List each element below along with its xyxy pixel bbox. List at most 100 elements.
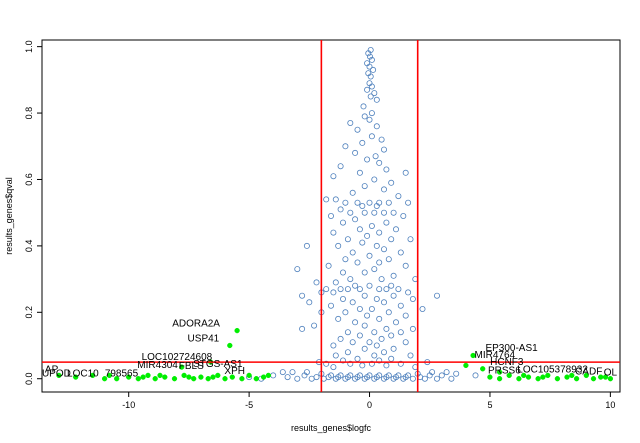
data-point bbox=[380, 209, 387, 216]
data-point bbox=[366, 339, 373, 346]
data-point bbox=[339, 357, 346, 364]
data-point bbox=[284, 374, 291, 381]
significant-point bbox=[101, 376, 108, 382]
data-point bbox=[330, 173, 337, 180]
data-point bbox=[365, 50, 372, 57]
data-point bbox=[388, 179, 395, 186]
significant-point bbox=[535, 376, 541, 382]
significant-point bbox=[506, 372, 512, 379]
data-point bbox=[370, 66, 377, 73]
significant-point bbox=[145, 372, 151, 379]
data-point bbox=[344, 329, 351, 336]
data-point bbox=[368, 110, 375, 117]
significant-point bbox=[135, 376, 141, 382]
data-point bbox=[367, 73, 374, 80]
data-point bbox=[313, 374, 320, 381]
data-point bbox=[438, 372, 445, 379]
data-point bbox=[354, 374, 361, 381]
x-tick-label: 5 bbox=[487, 400, 492, 410]
data-point bbox=[366, 53, 373, 60]
data-point bbox=[347, 276, 354, 283]
significant-point bbox=[215, 372, 221, 379]
data-point bbox=[313, 279, 320, 286]
data-point bbox=[299, 292, 306, 299]
y-tick-label: 0.6 bbox=[24, 173, 34, 186]
y-axis: 0.0 0.2 0.4 0.6 0.8 1.0 bbox=[24, 40, 42, 385]
points-layer bbox=[56, 47, 614, 382]
data-point bbox=[294, 375, 301, 382]
data-point bbox=[368, 222, 375, 229]
data-point bbox=[419, 305, 426, 312]
data-point bbox=[356, 286, 363, 293]
x-tick-label: -10 bbox=[122, 400, 135, 410]
significant-point bbox=[56, 372, 62, 379]
data-point bbox=[368, 133, 375, 140]
data-point bbox=[337, 335, 344, 342]
data-point bbox=[388, 236, 395, 243]
significant-point bbox=[191, 376, 197, 382]
data-point bbox=[368, 83, 375, 90]
significant-point bbox=[590, 376, 597, 382]
data-point bbox=[376, 229, 383, 236]
data-point bbox=[347, 209, 354, 216]
data-point bbox=[361, 322, 368, 329]
data-point bbox=[402, 262, 409, 269]
data-point bbox=[361, 269, 368, 276]
data-point bbox=[361, 209, 368, 216]
data-point bbox=[301, 372, 308, 379]
significant-point bbox=[205, 376, 211, 382]
significant-point bbox=[162, 374, 168, 380]
data-point bbox=[332, 196, 339, 203]
significant-point bbox=[222, 376, 228, 382]
data-point bbox=[385, 309, 392, 316]
significant-point bbox=[227, 342, 233, 349]
gene-label: HCNF3 bbox=[490, 357, 524, 368]
data-point bbox=[339, 295, 346, 302]
data-point bbox=[330, 229, 337, 236]
gene-label: XPH bbox=[224, 366, 245, 377]
gene-label: EP300-AS1 bbox=[485, 343, 538, 354]
x-tick-label: -5 bbox=[245, 400, 253, 410]
data-point bbox=[380, 146, 387, 153]
significant-point bbox=[480, 366, 486, 372]
significant-point bbox=[569, 372, 575, 379]
data-point bbox=[380, 349, 387, 356]
data-point bbox=[371, 329, 378, 336]
data-point bbox=[407, 236, 414, 243]
data-point bbox=[356, 226, 363, 233]
significant-point bbox=[470, 352, 476, 359]
data-point bbox=[347, 360, 354, 367]
significant-point bbox=[198, 374, 204, 380]
data-point bbox=[311, 322, 318, 329]
data-point bbox=[344, 236, 351, 243]
y-axis-label: results_genes$qval bbox=[4, 177, 14, 255]
gene-label: MIR4764 bbox=[475, 350, 516, 361]
data-point bbox=[376, 286, 383, 293]
data-point bbox=[361, 183, 368, 190]
data-point bbox=[368, 360, 375, 367]
data-point bbox=[354, 259, 361, 266]
data-point bbox=[339, 269, 346, 276]
significant-point bbox=[126, 374, 132, 380]
significant-point bbox=[181, 372, 187, 379]
data-point bbox=[376, 315, 383, 322]
data-point bbox=[361, 345, 368, 352]
significant-point bbox=[73, 374, 79, 380]
data-point bbox=[407, 352, 414, 359]
data-point bbox=[335, 374, 342, 381]
data-point bbox=[337, 286, 344, 293]
significant-point bbox=[554, 376, 561, 382]
significant-point bbox=[210, 374, 216, 380]
data-point bbox=[397, 329, 404, 336]
data-point bbox=[332, 352, 339, 359]
data-point bbox=[327, 212, 334, 219]
y-tick-label: 0.0 bbox=[24, 372, 34, 385]
threshold-lines bbox=[42, 40, 620, 392]
data-point bbox=[443, 369, 450, 376]
data-point bbox=[325, 374, 332, 381]
data-point bbox=[388, 332, 395, 339]
data-point bbox=[352, 319, 359, 326]
data-point bbox=[356, 305, 363, 312]
significant-point bbox=[607, 376, 614, 382]
